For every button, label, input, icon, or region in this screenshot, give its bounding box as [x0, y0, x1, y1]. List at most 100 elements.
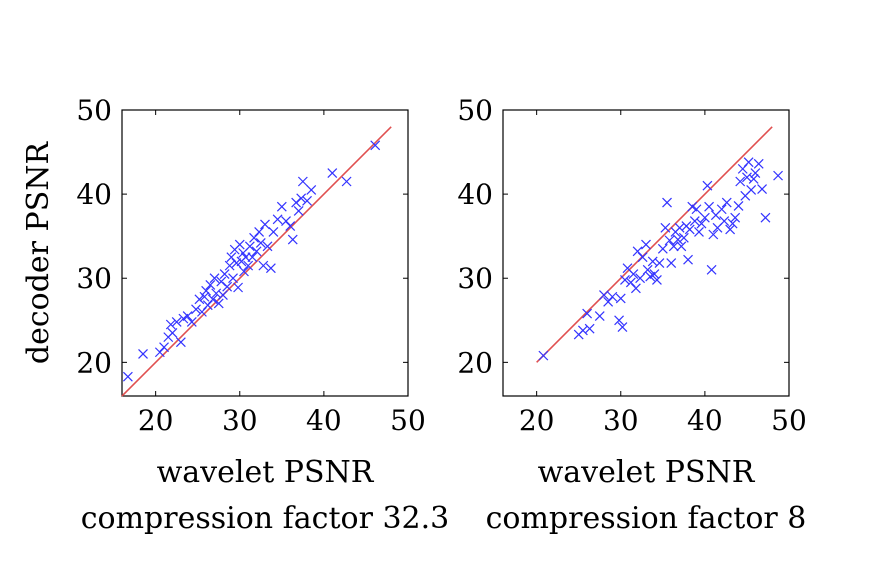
- scatter-point: [222, 281, 233, 292]
- right-x-tick-label: 20: [519, 404, 555, 437]
- scatter-point: [708, 229, 719, 240]
- scatter-point: [615, 293, 626, 304]
- scatter-point: [287, 234, 298, 245]
- scatter-point: [748, 174, 759, 184]
- left-points: [122, 140, 381, 382]
- right-y-tick-label: 30: [457, 262, 493, 295]
- scatter-point: [725, 224, 736, 235]
- scatter-point: [630, 283, 641, 294]
- right-x-tick-label: 40: [687, 404, 723, 437]
- scatter-point: [293, 206, 304, 216]
- scatter-point: [182, 311, 193, 322]
- scatter-point: [233, 282, 244, 293]
- scatter-point: [276, 201, 287, 212]
- left-x-tick-label: 30: [222, 404, 258, 437]
- scatter-point: [370, 140, 381, 151]
- right-reference-line: [536, 126, 773, 363]
- scatter-point: [753, 158, 764, 169]
- scatter-point: [302, 195, 312, 206]
- scatter-point: [538, 350, 549, 361]
- left-plot-frame: [121, 109, 409, 397]
- scatter-point: [171, 317, 182, 327]
- scatter-point: [243, 260, 254, 271]
- scatter-point: [757, 184, 768, 194]
- scatter-point: [186, 317, 197, 327]
- scatter-point: [750, 168, 761, 179]
- scatter-point: [746, 184, 757, 195]
- scatter-point: [660, 222, 671, 233]
- scatter-point: [733, 200, 744, 211]
- left-y-tick-label: 30: [76, 262, 112, 295]
- scatter-point: [260, 219, 270, 230]
- scatter-point: [691, 204, 702, 215]
- scatter-point: [218, 290, 228, 300]
- scatter-point: [721, 197, 732, 208]
- right-x-tick-label: 50: [771, 404, 807, 437]
- scatter-point: [209, 273, 220, 284]
- right-y-tick-label: 40: [457, 178, 493, 211]
- scatter-point: [684, 224, 695, 235]
- scatter-point: [262, 241, 273, 252]
- scatter-point: [676, 241, 687, 252]
- scatter-point: [255, 237, 266, 248]
- scatter-point: [239, 266, 249, 277]
- scatter-point: [678, 232, 689, 243]
- scatter-point: [194, 294, 205, 305]
- scatter-point: [205, 280, 216, 290]
- left-scatter-panel: 20 30 40 50 20 30 40 50 decoder PSNR wavelet P…: [21, 94, 449, 536]
- scatter-point: [199, 291, 210, 302]
- scatter-point: [327, 168, 338, 179]
- scatter-point: [674, 222, 685, 233]
- scatter-point: [582, 308, 593, 319]
- scatter-point: [652, 274, 662, 285]
- left-y-tick-label: 40: [76, 178, 112, 211]
- scatter-point: [211, 288, 222, 299]
- scatter-point: [122, 371, 133, 382]
- scatter-point: [341, 176, 352, 187]
- scatter-point: [607, 291, 618, 302]
- left-x-axis-label: wavelet PSNR: [157, 455, 375, 490]
- scatter-point: [719, 216, 730, 226]
- scatter-point: [247, 252, 258, 263]
- scatter-point: [234, 239, 245, 250]
- scatter-point: [699, 212, 710, 223]
- scatter-point: [599, 290, 609, 300]
- scatter-point: [213, 298, 224, 309]
- scatter-point: [735, 176, 746, 187]
- scatter-point: [244, 241, 255, 252]
- scatter-point: [727, 218, 738, 229]
- scatter-point: [716, 204, 727, 215]
- scatter-point: [704, 201, 715, 212]
- right-x-ticks: 20 30 40 50: [519, 110, 807, 437]
- scatter-point: [175, 337, 186, 348]
- scatter-point: [272, 214, 283, 225]
- left-x-tick-label: 50: [390, 404, 426, 437]
- scatter-point: [268, 227, 279, 237]
- scatter-point: [254, 227, 265, 237]
- scatter-point: [620, 274, 630, 285]
- scatter-point: [165, 319, 176, 330]
- scatter-point: [296, 193, 307, 204]
- scatter-point: [760, 212, 771, 223]
- scatter-point: [594, 311, 605, 322]
- left-subtitle: compression factor 32.3: [81, 501, 450, 536]
- scatter-point: [584, 323, 595, 334]
- right-scatter-panel: 20 30 40 50 20 30 40 50 wavelet PSNR compressi…: [457, 94, 806, 536]
- scatter-point: [577, 325, 588, 336]
- scatter-point: [191, 304, 201, 315]
- scatter-point: [167, 327, 178, 338]
- scatter-point: [773, 170, 783, 181]
- scatter-point: [689, 216, 700, 226]
- scatter-point: [138, 349, 148, 359]
- left-x-tick-label: 40: [306, 404, 342, 437]
- scatter-point: [696, 218, 707, 229]
- scatter-point: [706, 264, 717, 275]
- scatter-point: [285, 221, 296, 232]
- scatter-point: [635, 273, 646, 284]
- scatter-point: [702, 180, 713, 191]
- scatter-point: [673, 234, 683, 245]
- scatter-point: [297, 176, 308, 187]
- scatter-point: [228, 273, 238, 284]
- scatter-point: [743, 157, 754, 168]
